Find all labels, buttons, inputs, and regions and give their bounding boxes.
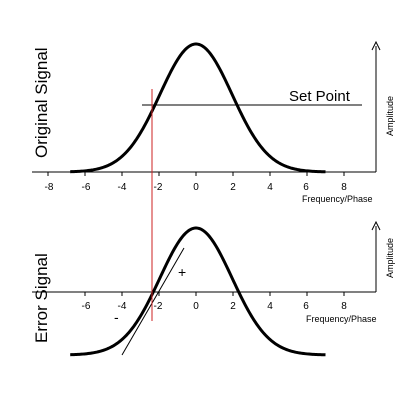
top-amplitude-arrowhead	[371, 40, 381, 51]
bottom-tick-marks	[84, 292, 345, 296]
bottom-tick-label: 0	[193, 301, 199, 312]
bottom-tick-label: -6	[82, 301, 91, 312]
top-tick-label: -4	[118, 182, 127, 193]
top-frequency-phase-label: Frequency/Phase	[302, 194, 373, 204]
top-tick-label: -6	[82, 182, 91, 193]
bottom-tick-label: 2	[230, 301, 236, 312]
bottom-tick-label: -4	[118, 301, 127, 312]
bottom-tick-label: 4	[267, 301, 273, 312]
bottom-frequency-phase-label: Frequency/Phase	[306, 314, 377, 324]
top-tick-label: 8	[341, 182, 347, 193]
plus-sign: +	[178, 264, 186, 280]
top-amplitude-label: Amplitude	[385, 96, 395, 136]
set-point-label: Set Point	[289, 88, 351, 105]
error-signal-label: Error Signal	[32, 253, 51, 343]
slope-line	[121, 247, 185, 356]
top-tick-marks	[47, 172, 345, 176]
bottom-tick-label: -2	[154, 301, 163, 312]
top-tick-label: 2	[230, 182, 236, 193]
top-tick-label: -2	[154, 182, 163, 193]
top-tick-label: 6	[303, 182, 309, 193]
original-signal-curve	[70, 42, 326, 174]
minus-sign: -	[114, 309, 119, 325]
bottom-amplitude-label: Amplitude	[385, 238, 395, 278]
original-signal-label: Original Signal	[32, 47, 51, 158]
bottom-amplitude-arrowhead	[371, 220, 381, 231]
top-tick-label: -8	[45, 182, 54, 193]
bottom-tick-label: 8	[341, 301, 347, 312]
error-signal-curve	[70, 226, 326, 357]
bottom-tick-label: 6	[303, 301, 309, 312]
top-tick-label: 4	[267, 182, 273, 193]
top-tick-label: 0	[193, 182, 199, 193]
